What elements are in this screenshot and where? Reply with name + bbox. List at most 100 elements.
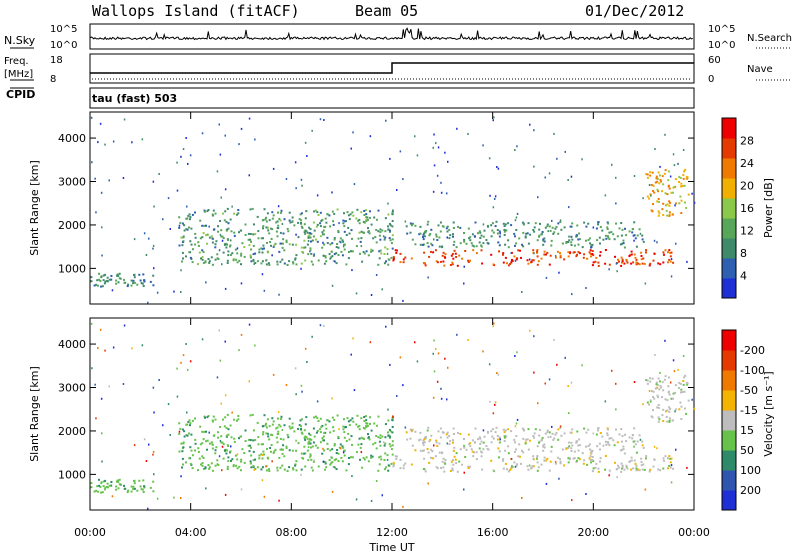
velocity-point xyxy=(152,490,155,493)
power-point xyxy=(494,225,497,228)
power-point xyxy=(573,251,576,254)
velocity-point xyxy=(546,429,549,432)
velocity-point xyxy=(369,416,371,419)
power-point xyxy=(436,239,439,241)
velocity-point xyxy=(180,442,183,445)
velocity-point xyxy=(652,390,655,393)
power-point xyxy=(356,208,359,211)
velocity-point xyxy=(641,440,644,443)
velocity-point xyxy=(321,424,324,427)
power-point xyxy=(662,251,665,254)
power-point xyxy=(336,208,339,211)
power-point xyxy=(470,242,473,245)
power-point xyxy=(496,232,499,235)
velocity-point xyxy=(652,465,655,468)
power-point xyxy=(388,237,391,240)
power-point xyxy=(383,238,386,241)
velocity-point xyxy=(152,480,155,483)
velocity-point xyxy=(211,447,214,450)
velocity-point xyxy=(448,434,451,437)
power-point xyxy=(254,262,257,264)
velocity-point xyxy=(136,489,139,492)
power-point xyxy=(185,217,188,220)
power-point xyxy=(182,257,184,260)
power-point xyxy=(375,241,378,244)
power-noise-point xyxy=(440,191,443,194)
power-point xyxy=(233,234,236,237)
power-point xyxy=(231,252,234,255)
velocity-noise-point xyxy=(182,354,185,357)
power-point xyxy=(469,259,472,262)
nsky-frame xyxy=(89,23,695,50)
nsky-tick-high: 10^5 xyxy=(50,24,77,35)
power-point xyxy=(345,263,348,266)
power-point xyxy=(640,258,643,261)
power-point xyxy=(438,245,441,248)
power-point xyxy=(664,249,667,252)
velocity-point xyxy=(288,466,291,469)
power-point xyxy=(491,229,494,232)
power-point xyxy=(98,272,100,275)
velocity-point xyxy=(258,457,261,460)
power-point xyxy=(116,274,118,277)
velocity-point xyxy=(337,460,340,462)
velocity-point xyxy=(444,459,447,462)
velocity-point xyxy=(204,416,206,419)
power-point xyxy=(602,238,605,241)
velocity-point xyxy=(430,456,432,459)
power-point xyxy=(570,241,573,244)
power-point xyxy=(588,251,591,254)
power-point xyxy=(198,251,201,254)
power-point xyxy=(330,256,333,259)
velocity-point xyxy=(280,417,283,420)
power-point xyxy=(478,241,481,244)
velocity-point xyxy=(370,454,373,457)
velocity-point xyxy=(240,469,242,472)
power-point xyxy=(279,260,282,263)
freq-tick-low: 8 xyxy=(50,74,56,85)
velocity-point xyxy=(225,435,228,438)
nsky-panel: N.Sky 10^5 10^0 10^5 10^0 N.Search xyxy=(4,23,792,51)
power-point xyxy=(389,229,391,232)
velocity-point xyxy=(571,444,574,447)
power-point xyxy=(543,250,546,253)
power-point xyxy=(577,251,580,254)
power-colorbar-swatch xyxy=(722,238,736,259)
power-point xyxy=(473,235,476,238)
power-point xyxy=(395,249,398,252)
power-point xyxy=(434,249,437,252)
velocity-noise-point xyxy=(295,393,297,396)
power-noise-point xyxy=(123,118,126,121)
velocity-point xyxy=(543,443,546,446)
velocity-point xyxy=(510,430,513,433)
velocity-point xyxy=(399,458,402,461)
velocity-point xyxy=(383,468,386,471)
velocity-point xyxy=(229,424,232,427)
velocity-point xyxy=(378,440,381,443)
velocity-point xyxy=(221,441,224,444)
velocity-point xyxy=(312,427,315,430)
velocity-point xyxy=(648,403,651,406)
velocity-point xyxy=(254,458,257,461)
power-point xyxy=(181,244,184,247)
power-point xyxy=(630,262,633,265)
velocity-point xyxy=(442,466,445,469)
power-point xyxy=(312,254,315,257)
velocity-noise-point xyxy=(682,355,685,357)
velocity-point xyxy=(661,396,663,399)
velocity-point xyxy=(208,467,211,470)
velocity-point xyxy=(357,425,360,428)
velocity-point xyxy=(527,448,530,451)
velocity-point xyxy=(100,482,103,485)
velocity-point xyxy=(377,436,380,439)
power-noise-point xyxy=(433,164,436,167)
power-point xyxy=(632,234,635,237)
power-point xyxy=(269,241,272,243)
velocity-point xyxy=(133,480,135,482)
velocity-point xyxy=(652,409,654,412)
velocity-point xyxy=(310,466,313,469)
power-point xyxy=(621,242,624,245)
power-point xyxy=(430,228,433,231)
power-point xyxy=(102,274,105,277)
velocity-noise-point xyxy=(437,352,440,355)
